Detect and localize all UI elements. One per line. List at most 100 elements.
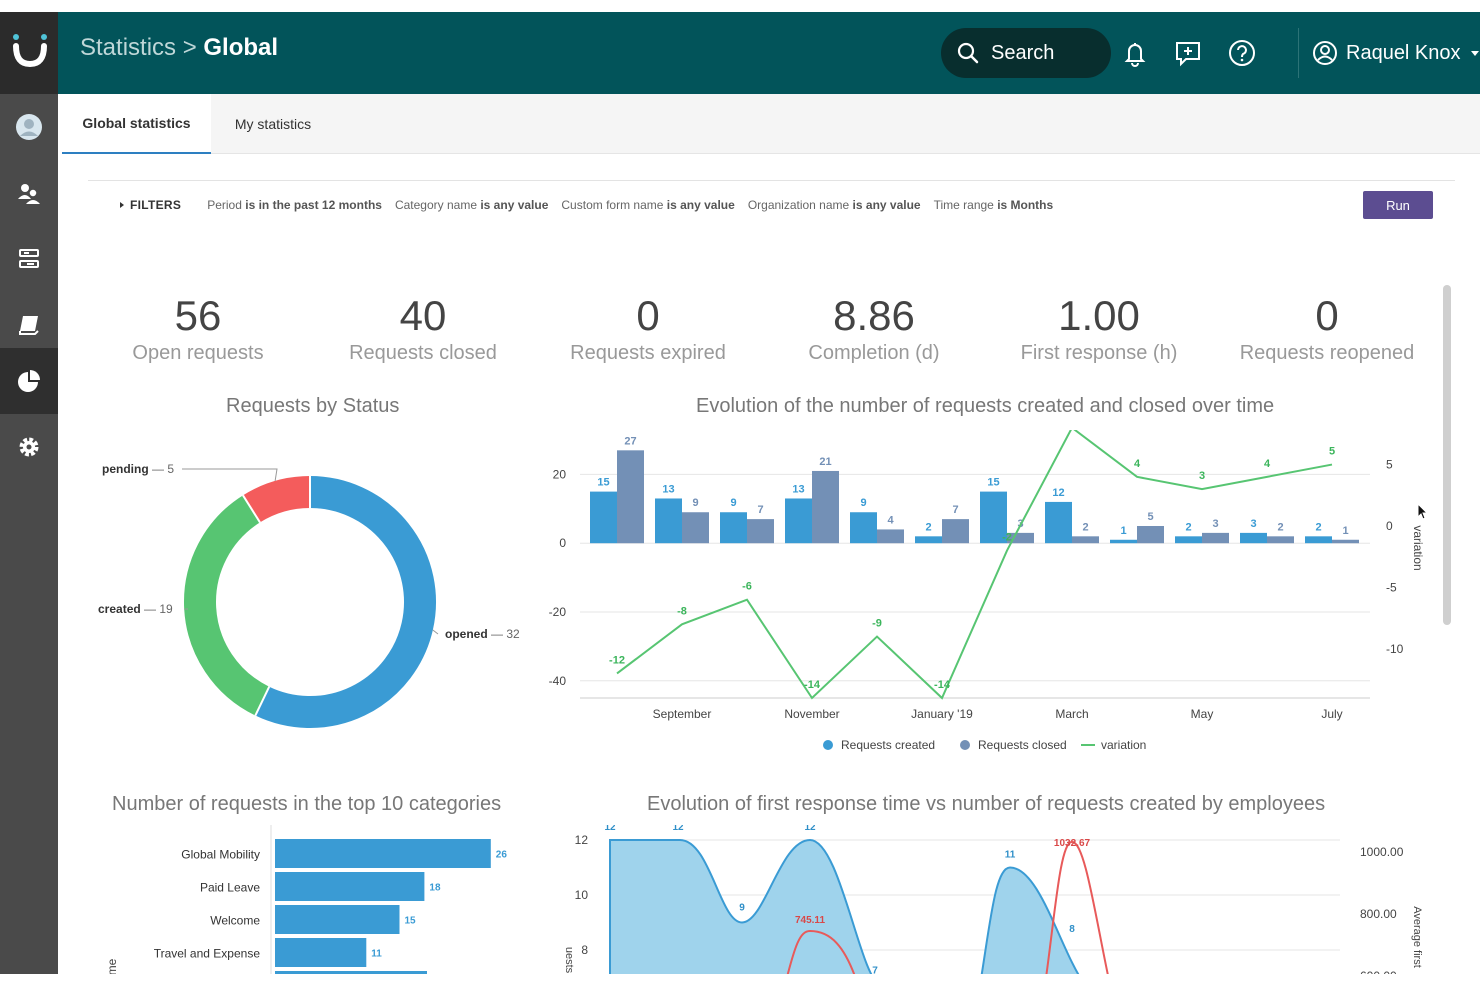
bar-requests-closed	[1202, 532, 1229, 544]
search-input[interactable]: Search	[941, 28, 1111, 78]
donut-label-opened: opened — 32	[445, 627, 520, 641]
y-tick-label: 0	[559, 536, 566, 550]
bar-value-label: 27	[624, 435, 636, 447]
search-placeholder: Search	[991, 41, 1055, 64]
bar-value-label: 5	[1147, 511, 1153, 523]
bell-icon[interactable]	[1121, 39, 1149, 67]
bar-value-label: 3	[1250, 518, 1256, 530]
run-button[interactable]: Run	[1363, 191, 1433, 219]
y2-axis-label: Average first	[1411, 906, 1423, 968]
evolution-chart-title: Evolution of the number of requests crea…	[696, 395, 1275, 417]
kpi-open-requests: 56 Open requests	[98, 292, 298, 365]
kpi-label: Completion (d)	[808, 342, 940, 364]
variation-value-label: 3	[1199, 470, 1205, 482]
filter-name: Period	[207, 198, 242, 212]
y-tick-label: 10	[575, 888, 589, 902]
categories-chart-title: Number of requests in the top 10 categor…	[112, 793, 502, 815]
donut-label-created: created — 19	[98, 602, 173, 616]
response-time-curve	[786, 930, 856, 975]
bar-value-label: 13	[792, 483, 804, 495]
bar-value-label: 13	[662, 483, 674, 495]
filter-name: Category name	[394, 198, 477, 212]
bar-value-label: 3	[1212, 518, 1218, 530]
sidebar	[0, 12, 58, 974]
bar-requests-created	[655, 498, 682, 544]
bar-value-label: 7	[952, 504, 958, 516]
category-bar	[275, 938, 367, 967]
kpi-requests-expired: 0 Requests expired	[548, 292, 748, 365]
category-value-label: 26	[496, 850, 508, 861]
donut-slice-created	[184, 495, 270, 716]
bar-requests-closed	[617, 450, 644, 544]
filter-icon[interactable]	[0, 226, 58, 292]
breadcrumb: Statistics > Global	[80, 34, 278, 62]
tab-label: Global statistics	[82, 115, 191, 131]
category-axis-label: me	[105, 958, 119, 975]
help-icon[interactable]	[1228, 39, 1256, 67]
variation-value-label: 5	[1329, 446, 1335, 458]
legend-label: Requests closed	[978, 738, 1067, 752]
filter-organization[interactable]: Organization name is any value	[748, 198, 921, 212]
search-icon	[957, 42, 979, 64]
avatar-icon[interactable]	[0, 94, 58, 160]
pie-chart-icon[interactable]	[0, 348, 58, 414]
x-tick-label: November	[784, 707, 839, 721]
category-value-label: 15	[405, 916, 417, 927]
user-menu[interactable]: Raquel Knox	[1312, 40, 1480, 66]
tab-my-statistics[interactable]: My statistics	[211, 94, 335, 154]
scrollbar[interactable]	[1443, 285, 1451, 625]
kpi-label: Requests expired	[570, 342, 726, 364]
bar-requests-closed	[1267, 536, 1294, 544]
variation-value-label: -12	[609, 654, 625, 666]
filter-category[interactable]: Category name is any value	[395, 198, 548, 212]
bar-value-label: 15	[597, 477, 609, 489]
filter-name: Custom form name	[561, 198, 664, 212]
category-bar	[275, 839, 491, 868]
y2-tick-label: 800.00	[1360, 907, 1397, 921]
caret-right-icon[interactable]	[118, 201, 126, 209]
variation-value-label: -14	[934, 679, 951, 691]
filter-name: Organization name	[747, 198, 850, 212]
category-label: Global Mobility	[181, 848, 260, 862]
filter-value: is in the past 12 months	[245, 198, 382, 212]
x-tick-label: July	[1321, 707, 1342, 721]
users-icon[interactable]	[0, 160, 58, 226]
bar-requests-closed	[812, 470, 839, 544]
donut-separator	[254, 686, 271, 716]
area-value-label: 12	[804, 825, 816, 833]
add-feedback-icon[interactable]	[1174, 39, 1202, 67]
kpi-label: Requests reopened	[1239, 342, 1415, 364]
legend-marker	[960, 740, 970, 750]
categories-chart: Global Mobility 26 Paid Leave 18 Welcome 15 Tr…	[105, 825, 508, 975]
filter-period[interactable]: Period is in the past 12 months	[207, 198, 382, 212]
kpi-label: Requests closed	[349, 342, 497, 364]
kpi-value: 56	[174, 292, 222, 339]
response-time-curve	[1045, 840, 1109, 975]
category-bar	[275, 971, 427, 975]
filters-toggle[interactable]: FILTERS	[130, 198, 182, 212]
donut-chart-title: Requests by Status	[226, 395, 400, 417]
filter-custom-form[interactable]: Custom form name is any value	[561, 198, 734, 212]
variation-value-label: -6	[742, 581, 752, 593]
book-icon[interactable]	[0, 292, 58, 358]
filter-time-range[interactable]: Time range is Months	[934, 198, 1054, 212]
bar-requests-created	[850, 512, 877, 544]
category-value-label: 18	[429, 883, 441, 894]
tab-global-statistics[interactable]: Global statistics	[62, 94, 211, 154]
bar-value-label: 1	[1120, 525, 1126, 537]
kpi-requests-closed: 40 Requests closed	[323, 292, 523, 365]
curve-value-label: 745.11	[795, 915, 825, 926]
y2-axis-label: variation	[1411, 525, 1425, 570]
x-tick-label: January '19	[911, 707, 973, 721]
gear-icon[interactable]	[0, 414, 58, 480]
kpi-value: 8.86	[833, 292, 915, 339]
top-strip	[0, 0, 1480, 12]
logo-icon[interactable]	[0, 12, 58, 94]
y-axis-label: uests	[563, 947, 575, 974]
response-area-series	[980, 866, 1080, 975]
requests-by-status-chart: opened — 32 created — 19 pending — 5	[98, 462, 520, 728]
bar-value-label: 4	[887, 514, 894, 526]
breadcrumb-parent[interactable]: Statistics >	[80, 34, 197, 61]
category-label: Travel and Expense	[154, 947, 261, 961]
